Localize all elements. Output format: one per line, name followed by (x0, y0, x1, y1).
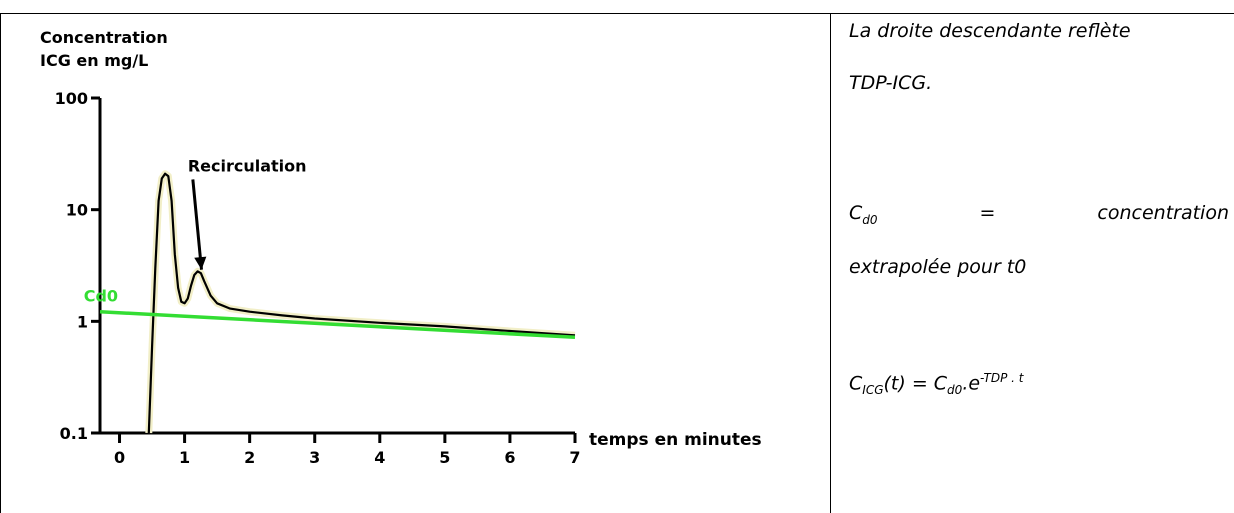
annotation-arrowhead-0 (194, 256, 207, 270)
cd0-symbol: Cd0 (849, 202, 878, 227)
annotation-label-0: Recirculation (188, 156, 307, 175)
y-axis-label-line2: ICG en mg/L (40, 51, 148, 70)
chart-axes: 100 10 1 0.1 0 1 2 3 4 5 6 7 (55, 89, 581, 467)
cd0-equals: = (979, 202, 996, 224)
series-halo-0 (145, 170, 576, 434)
y-tick-label: 0.1 (60, 424, 88, 443)
icg-concentration-chart: Concentration ICG en mg/L 100 10 1 0.1 0 1 2 3 4… (40, 28, 762, 467)
series-line-1 (99, 309, 576, 340)
y-tick-label: 1 (77, 312, 88, 331)
y-tick-label: 100 (55, 89, 88, 108)
formula: CICG(t) = Cd0.e-TDP . t (849, 371, 1024, 398)
y-tick-label: 10 (66, 201, 88, 220)
x-tick-label: 4 (374, 448, 385, 467)
x-tick-label: 2 (244, 448, 255, 467)
x-tick-label: 1 (179, 448, 190, 467)
x-tick-label: 3 (309, 448, 320, 467)
series-line-0 (147, 172, 576, 434)
chart-series (99, 170, 576, 434)
cd0-word: concentration (1097, 202, 1229, 224)
description-line-2: TDP-ICG. (849, 72, 933, 94)
annotation-arrow-line-0 (191, 179, 203, 270)
x-tick-label: 5 (439, 448, 450, 467)
y-axis-label-line1: Concentration (40, 28, 168, 47)
cd0-definition-line: Cd0 = concentration (849, 202, 1229, 227)
x-axis-label: temps en minutes (589, 430, 762, 450)
x-tick-label: 7 (569, 448, 580, 467)
x-tick-label: 0 (114, 448, 125, 467)
x-tick-label: 6 (504, 448, 515, 467)
description-line-4: extrapolée pour t0 (849, 256, 1027, 278)
annotation-label-1: Cd0 (84, 287, 118, 306)
chart-annotations: Recirculation Cd0 (84, 156, 307, 305)
description-line-1: La droite descendante reflète (849, 20, 1131, 42)
description-panel: La droite descendante reflète TDP-ICG. C… (849, 0, 1234, 513)
